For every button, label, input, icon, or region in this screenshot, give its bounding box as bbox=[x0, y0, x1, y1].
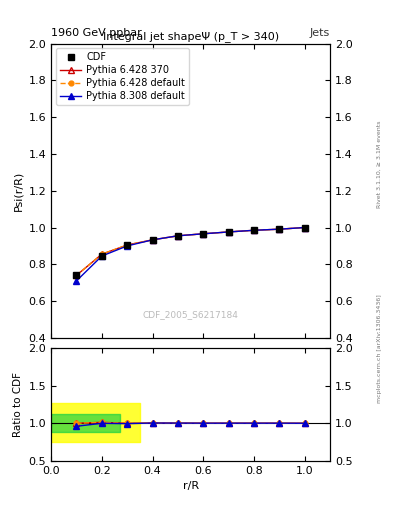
Text: 1960 GeV ppbar: 1960 GeV ppbar bbox=[51, 28, 142, 38]
Pythia 6.428 default bbox=[277, 226, 282, 232]
Pythia 6.428 370 bbox=[74, 272, 79, 279]
Pythia 6.428 default bbox=[74, 272, 79, 279]
Pythia 6.428 default bbox=[201, 231, 206, 237]
Pythia 6.428 370 bbox=[226, 229, 231, 235]
Line: Pythia 8.308 default: Pythia 8.308 default bbox=[73, 225, 308, 284]
Pythia 8.308 default bbox=[277, 226, 282, 232]
CDF bbox=[252, 227, 256, 233]
Pythia 6.428 370 bbox=[277, 226, 282, 232]
CDF bbox=[302, 224, 307, 230]
Text: Jets: Jets bbox=[310, 28, 330, 38]
CDF bbox=[150, 238, 155, 244]
Pythia 8.308 default bbox=[176, 233, 180, 239]
Pythia 8.308 default bbox=[302, 224, 307, 230]
Pythia 8.308 default bbox=[150, 237, 155, 243]
CDF bbox=[277, 226, 282, 232]
Pythia 6.428 370 bbox=[150, 237, 155, 243]
Pythia 6.428 default bbox=[99, 251, 104, 257]
Text: CDF_2005_S6217184: CDF_2005_S6217184 bbox=[143, 310, 239, 319]
Pythia 6.428 370 bbox=[176, 233, 180, 239]
X-axis label: r/R: r/R bbox=[182, 481, 199, 491]
Pythia 8.308 default bbox=[74, 278, 79, 284]
Pythia 8.308 default bbox=[226, 229, 231, 235]
CDF bbox=[226, 229, 231, 235]
CDF bbox=[125, 242, 130, 248]
Pythia 6.428 default bbox=[226, 229, 231, 235]
CDF bbox=[99, 253, 104, 259]
Pythia 6.428 default bbox=[302, 224, 307, 230]
CDF bbox=[74, 272, 79, 279]
Pythia 6.428 default bbox=[125, 242, 130, 248]
Line: Pythia 6.428 default: Pythia 6.428 default bbox=[74, 225, 307, 278]
Pythia 8.308 default bbox=[99, 253, 104, 259]
Y-axis label: Psi(r/R): Psi(r/R) bbox=[13, 170, 23, 211]
Y-axis label: Ratio to CDF: Ratio to CDF bbox=[13, 372, 23, 437]
Pythia 8.308 default bbox=[201, 231, 206, 237]
Pythia 8.308 default bbox=[125, 243, 130, 249]
Legend: CDF, Pythia 6.428 370, Pythia 6.428 default, Pythia 8.308 default: CDF, Pythia 6.428 370, Pythia 6.428 defa… bbox=[56, 48, 189, 105]
Text: mcplots.cern.ch [arXiv:1306.3436]: mcplots.cern.ch [arXiv:1306.3436] bbox=[377, 294, 382, 402]
Pythia 6.428 370 bbox=[201, 231, 206, 237]
Title: Integral jet shapeΨ (p_T > 340): Integral jet shapeΨ (p_T > 340) bbox=[103, 31, 279, 42]
Line: CDF: CDF bbox=[73, 225, 308, 278]
Pythia 6.428 default bbox=[252, 227, 256, 233]
Pythia 6.428 default bbox=[150, 237, 155, 243]
Pythia 8.308 default bbox=[252, 227, 256, 233]
Pythia 6.428 370 bbox=[125, 242, 130, 248]
Pythia 6.428 370 bbox=[252, 227, 256, 233]
Pythia 6.428 default bbox=[176, 233, 180, 239]
CDF bbox=[176, 233, 180, 239]
Pythia 6.428 370 bbox=[302, 224, 307, 230]
Line: Pythia 6.428 370: Pythia 6.428 370 bbox=[73, 225, 308, 278]
CDF bbox=[201, 231, 206, 237]
Pythia 6.428 370 bbox=[99, 251, 104, 257]
Text: Rivet 3.1.10, ≥ 3.1M events: Rivet 3.1.10, ≥ 3.1M events bbox=[377, 120, 382, 207]
